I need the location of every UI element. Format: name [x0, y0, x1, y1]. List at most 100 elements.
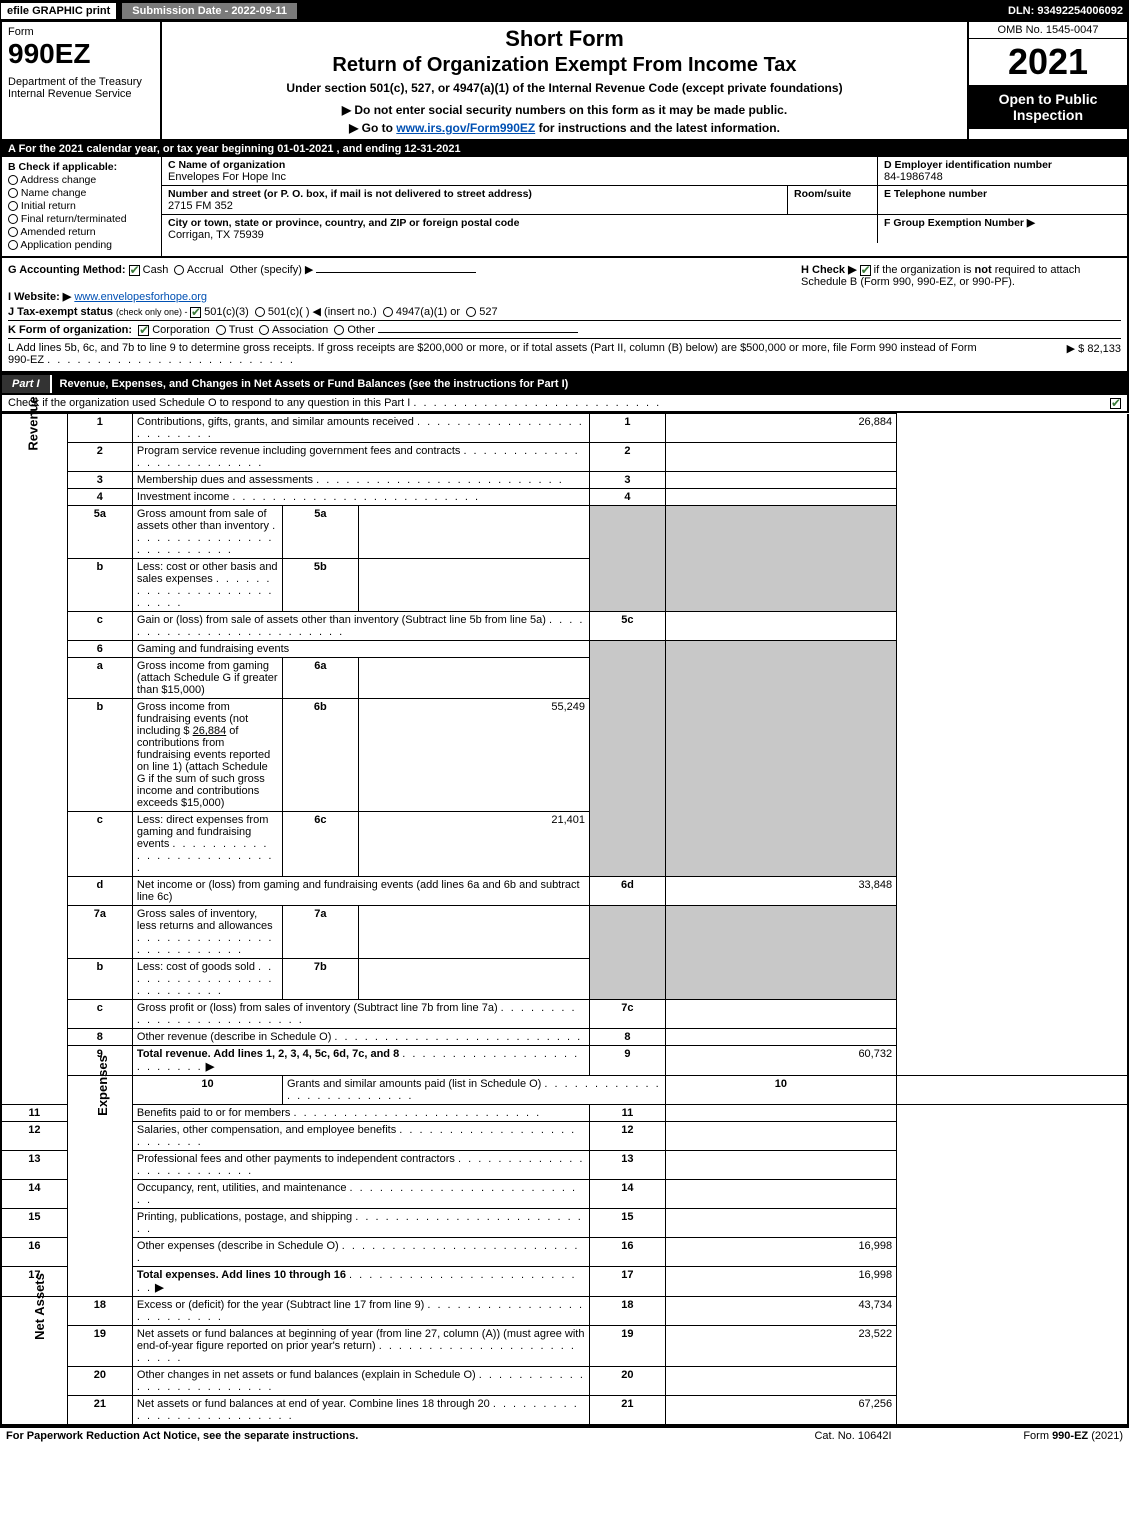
chk-corporation[interactable]: [138, 325, 149, 336]
chk-501c3[interactable]: [190, 307, 201, 318]
t7c: Gross profit or (loss) from sales of inv…: [132, 1000, 589, 1029]
iv6b: 55,249: [358, 699, 589, 812]
n7a: 7a: [67, 906, 132, 959]
header-left: Form 990EZ Department of the Treasury In…: [2, 22, 162, 139]
v9: 60,732: [665, 1046, 896, 1076]
bn5c: 5c: [590, 612, 666, 641]
h-mid: if the organization is: [871, 264, 975, 276]
opt-final: Final return/terminated: [21, 213, 127, 225]
shade7: [590, 906, 666, 1000]
website-link[interactable]: www.envelopesforhope.org: [74, 291, 207, 303]
dln: DLN: 93492254006092: [1008, 5, 1129, 17]
n5a: 5a: [67, 506, 132, 559]
ghijkl-block: G Accounting Method: Cash Accrual Other …: [0, 258, 1129, 373]
chk-accrual[interactable]: [174, 265, 184, 275]
bn18: 18: [590, 1297, 666, 1326]
t5b: Less: cost or other basis and sales expe…: [132, 559, 282, 612]
chk-schedule-b[interactable]: [860, 265, 871, 276]
chk-501c[interactable]: [255, 307, 265, 317]
chk-address-change[interactable]: Address change: [8, 174, 155, 186]
goto-post: for instructions and the latest informat…: [535, 121, 780, 135]
part1-sub-text: Check if the organization used Schedule …: [8, 397, 1097, 409]
t12: Salaries, other compensation, and employ…: [132, 1122, 589, 1151]
chk-name-change[interactable]: Name change: [8, 187, 155, 199]
chk-amended-return[interactable]: Amended return: [8, 226, 155, 238]
open-to-public: Open to Public Inspection: [969, 85, 1127, 129]
t7a: Gross sales of inventory, less returns a…: [132, 906, 282, 959]
opt-corp: Corporation: [152, 324, 209, 336]
il7b: 7b: [283, 959, 359, 1000]
t6: Gaming and fundraising events: [132, 641, 589, 658]
room-cell: Room/suite: [787, 186, 877, 214]
t8: Other revenue (describe in Schedule O): [132, 1029, 589, 1046]
irs-link[interactable]: www.irs.gov/Form990EZ: [396, 121, 535, 135]
v3: [665, 472, 896, 489]
il5a: 5a: [283, 506, 359, 559]
opt-4947: 4947(a)(1) or: [396, 306, 460, 318]
v15: [665, 1209, 896, 1238]
other-org-input[interactable]: [378, 332, 578, 333]
n18: 18: [67, 1297, 132, 1326]
side-revenue: Revenue: [26, 396, 41, 450]
j-sub: (check only one) -: [116, 307, 190, 317]
t6d: Net income or (loss) from gaming and fun…: [132, 877, 589, 906]
v13: [665, 1151, 896, 1180]
n6d: d: [67, 877, 132, 906]
bn8: 8: [590, 1029, 666, 1046]
lines-table: Revenue 1Contributions, gifts, grants, a…: [0, 413, 1129, 1426]
iv6a: [358, 658, 589, 699]
title-short-form: Short Form: [170, 26, 959, 52]
v6d: 33,848: [665, 877, 896, 906]
chk-4947[interactable]: [383, 307, 393, 317]
n19: 19: [67, 1326, 132, 1367]
title-return: Return of Organization Exempt From Incom…: [170, 54, 959, 77]
t6b: Gross income from fundraising events (no…: [132, 699, 282, 812]
n6c: c: [67, 812, 132, 877]
v20: [665, 1367, 896, 1396]
chk-trust[interactable]: [216, 325, 226, 335]
city: Corrigan, TX 75939: [168, 229, 871, 241]
d-label: D Employer identification number: [884, 159, 1121, 171]
submission-date: Submission Date - 2022-09-11: [121, 2, 298, 20]
side-expenses: Expenses: [95, 1055, 110, 1116]
bn6d: 6d: [590, 877, 666, 906]
t14: Occupancy, rent, utilities, and maintena…: [132, 1180, 589, 1209]
opt-501c3: 501(c)(3): [204, 306, 249, 318]
chk-final-return[interactable]: Final return/terminated: [8, 213, 155, 225]
chk-527[interactable]: [466, 307, 476, 317]
j-label: J Tax-exempt status: [8, 306, 116, 318]
n13: 13: [1, 1151, 67, 1180]
n16: 16: [1, 1238, 67, 1267]
chk-other-org[interactable]: [334, 325, 344, 335]
l-text: L Add lines 5b, 6c, and 7b to line 9 to …: [8, 342, 1001, 366]
form-header: Form 990EZ Department of the Treasury In…: [0, 22, 1129, 141]
opt-pending: Application pending: [20, 239, 112, 251]
chk-schedule-o-part1[interactable]: [1110, 398, 1121, 409]
chk-initial-return[interactable]: Initial return: [8, 200, 155, 212]
t16: Other expenses (describe in Schedule O): [132, 1238, 589, 1267]
chk-association[interactable]: [259, 325, 269, 335]
v4: [665, 489, 896, 506]
header-right: OMB No. 1545-0047 2021 Open to Public In…: [967, 22, 1127, 139]
footer-cat: Cat. No. 10642I: [763, 1430, 943, 1442]
t19: Net assets or fund balances at beginning…: [132, 1326, 589, 1367]
il5b: 5b: [283, 559, 359, 612]
chk-cash[interactable]: [129, 265, 140, 276]
bn14: 14: [590, 1180, 666, 1209]
g-line: G Accounting Method: Cash Accrual Other …: [8, 263, 801, 288]
other-method-input[interactable]: [316, 272, 476, 273]
room-label: Room/suite: [794, 188, 851, 200]
iv7a: [358, 906, 589, 959]
v10: [897, 1076, 1128, 1105]
il6c: 6c: [283, 812, 359, 877]
v1: 26,884: [665, 414, 896, 443]
il7a: 7a: [283, 906, 359, 959]
v5c: [665, 612, 896, 641]
v7c: [665, 1000, 896, 1029]
chk-application-pending[interactable]: Application pending: [8, 239, 155, 251]
part1-subheader: Check if the organization used Schedule …: [0, 395, 1129, 413]
t20: Other changes in net assets or fund bala…: [132, 1367, 589, 1396]
department: Department of the Treasury Internal Reve…: [8, 76, 154, 100]
c-label: C Name of organization: [168, 159, 871, 171]
t21: Net assets or fund balances at end of ye…: [132, 1396, 589, 1426]
